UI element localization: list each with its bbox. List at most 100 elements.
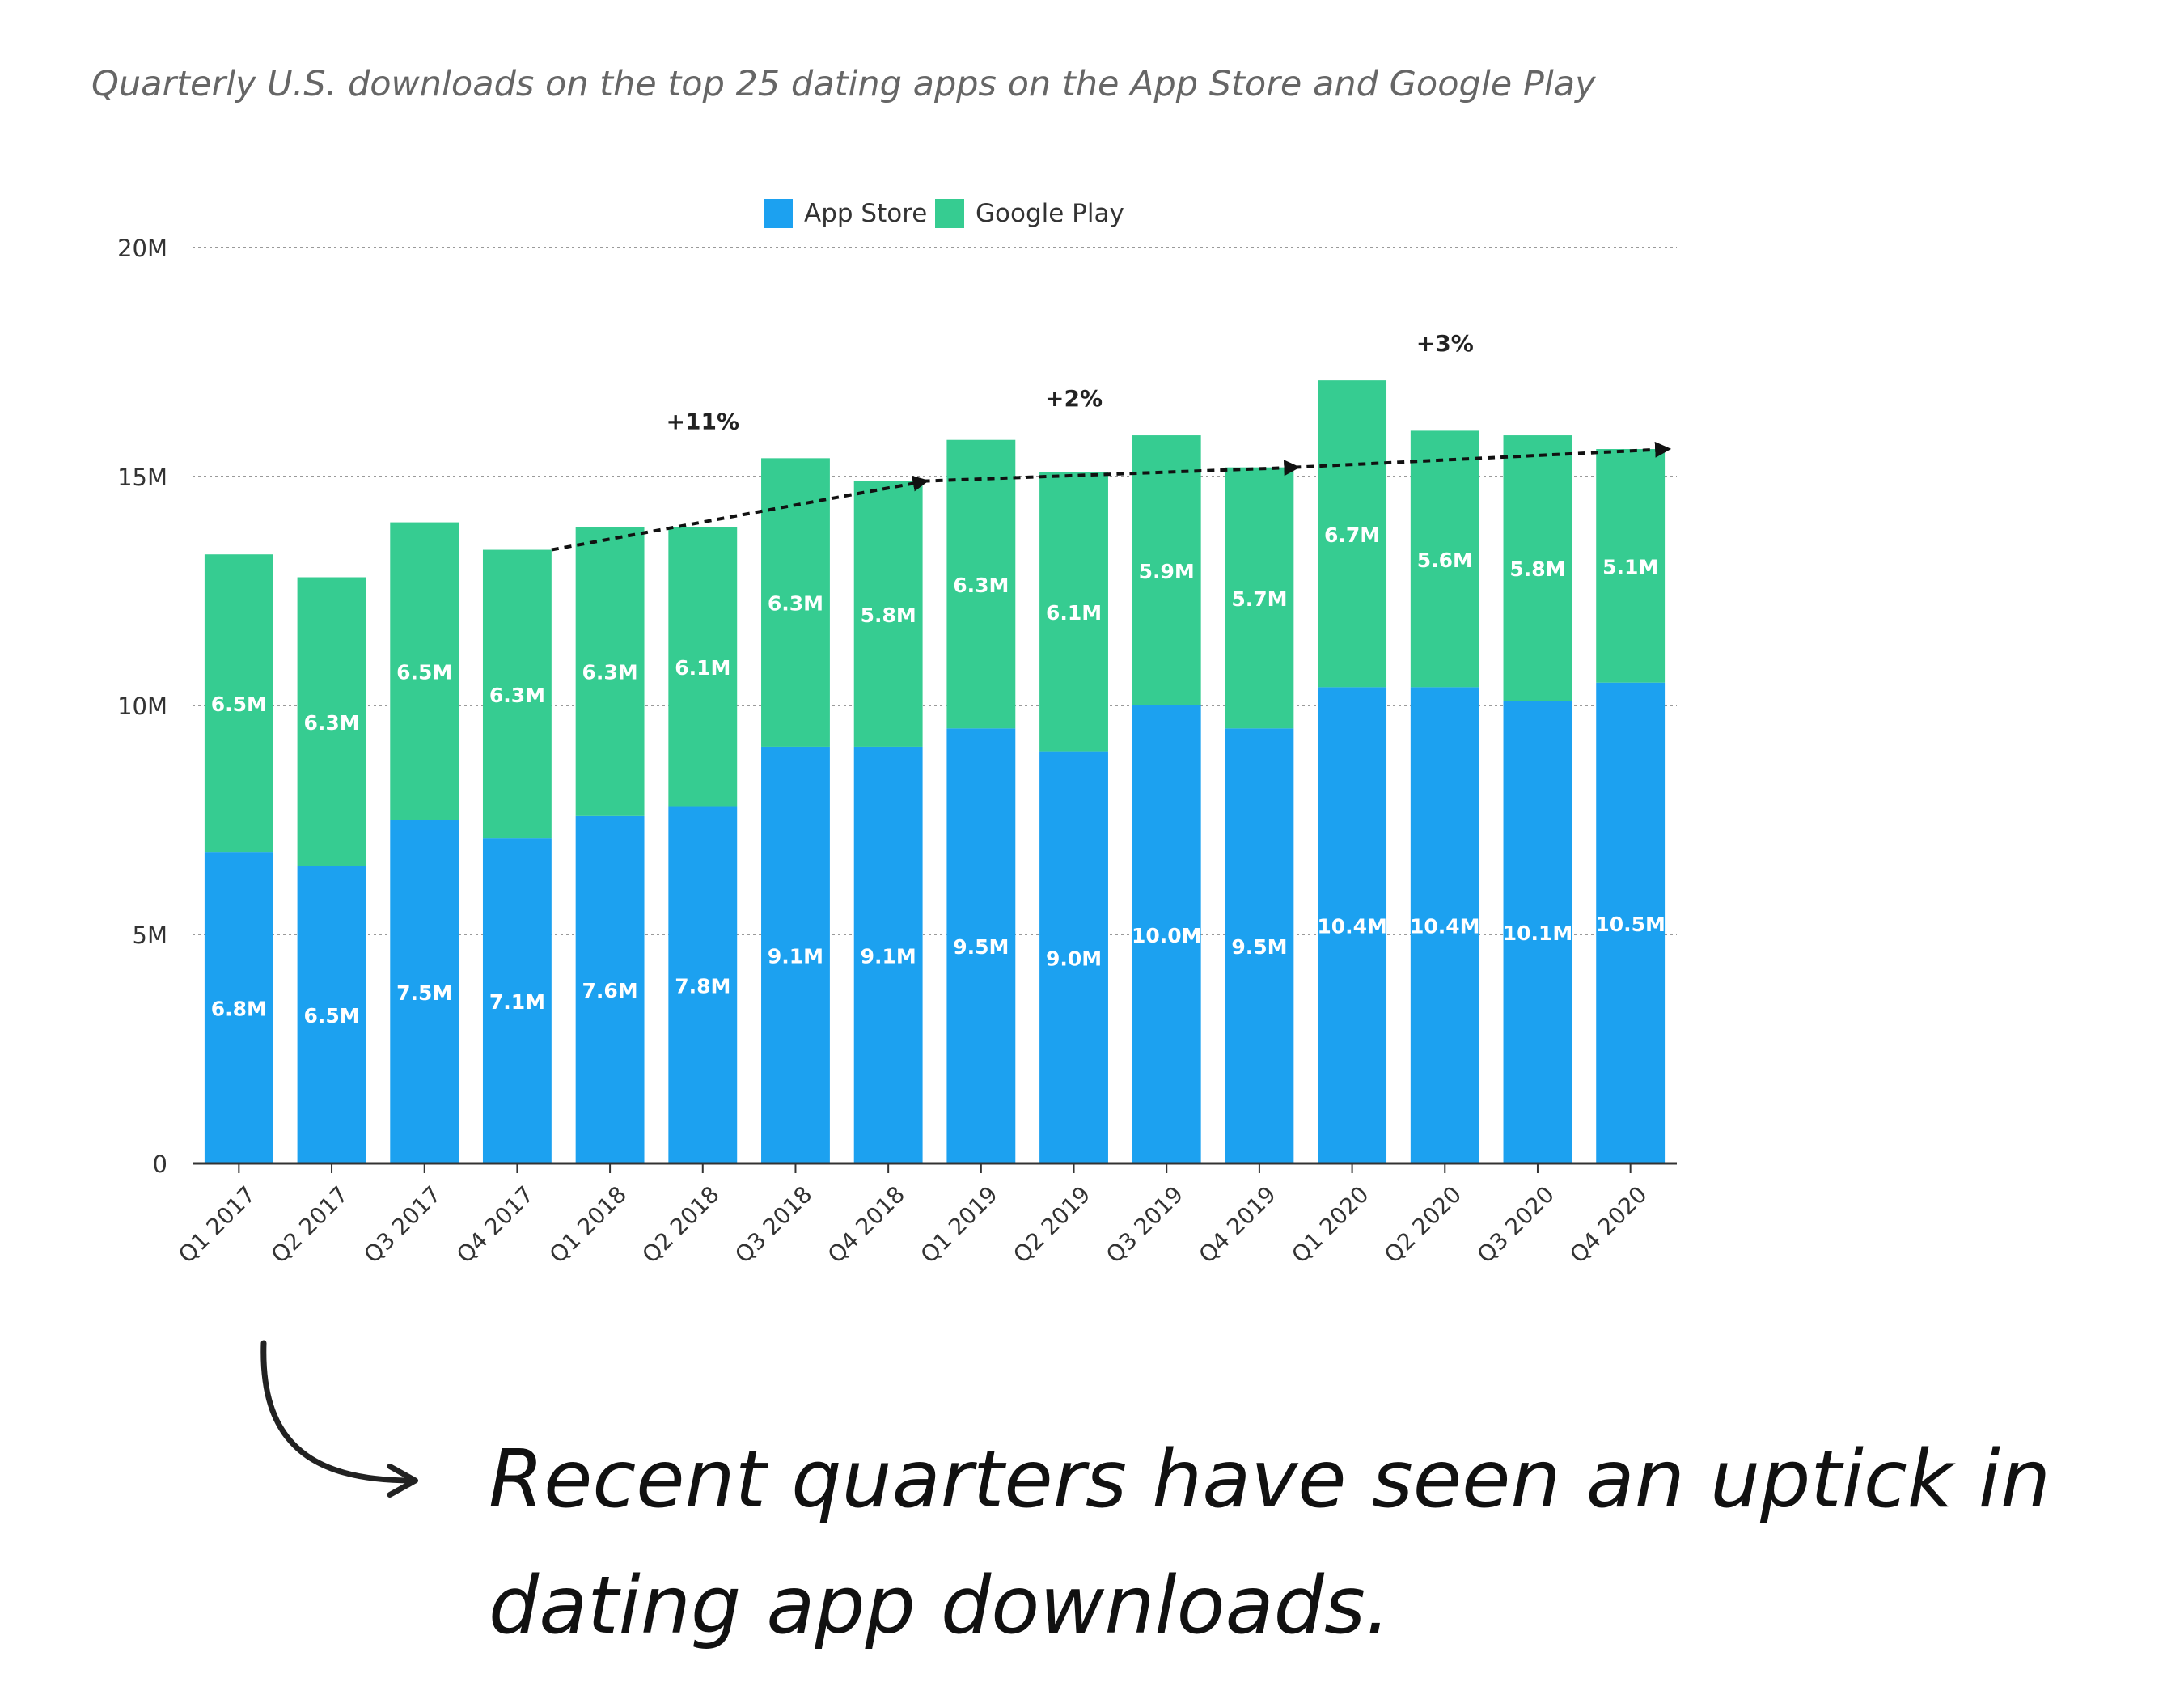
x-tick-label: Q3 2018 <box>730 1181 817 1269</box>
growth-arrow <box>1293 441 1672 469</box>
bar-segment-app-store <box>575 815 645 1163</box>
gridlines <box>193 247 1677 935</box>
data-label-google-play: 6.3M <box>582 661 638 684</box>
bar-segment-app-store <box>1503 701 1572 1163</box>
data-label-google-play: 5.9M <box>1139 560 1195 583</box>
data-label-app-store: 10.5M <box>1595 913 1666 936</box>
x-tick-label: Q3 2017 <box>358 1181 446 1269</box>
caption-block: Recent quarters have seen an uptick in d… <box>260 1340 2051 1652</box>
data-label-app-store: 9.5M <box>1231 935 1287 959</box>
bar-segment-app-store <box>853 746 923 1163</box>
bar-segment-app-store <box>297 866 366 1163</box>
x-tick-label: Q4 2017 <box>451 1181 539 1269</box>
legend: App Store Google Play <box>764 199 1124 228</box>
bar-segment-google-play <box>668 527 738 807</box>
x-tick-label: Q3 2019 <box>1101 1181 1188 1269</box>
data-label-app-store: 9.5M <box>953 935 1009 959</box>
data-label-google-play: 5.6M <box>1417 549 1473 572</box>
growth-arrow <box>551 475 929 552</box>
y-tick-label: 15M <box>117 464 167 491</box>
bar-segment-app-store <box>390 820 459 1163</box>
data-label-google-play: 6.3M <box>489 684 545 707</box>
y-axis: 0 5M 10M 15M 20M <box>117 235 167 1178</box>
data-label-app-store: 9.1M <box>861 944 916 968</box>
data-label-google-play: 5.1M <box>1602 555 1658 578</box>
growth-label: +3% <box>1416 330 1474 357</box>
bar-segment-app-store <box>204 852 273 1163</box>
growth-annotations: +11% +2% +3% <box>551 330 1672 552</box>
data-label-app-store: 7.6M <box>582 979 638 1002</box>
x-tick-label: Q1 2017 <box>173 1181 260 1269</box>
x-tick-label: Q2 2020 <box>1379 1181 1467 1269</box>
data-label-google-play: 6.1M <box>675 656 730 680</box>
data-label-google-play: 6.5M <box>211 693 267 716</box>
bar-segment-google-play <box>1318 380 1387 688</box>
data-label-google-play: 6.3M <box>953 574 1009 597</box>
x-tick-label: Q1 2019 <box>916 1181 1003 1269</box>
x-tick-label: Q2 2017 <box>266 1181 353 1269</box>
x-tick-label: Q2 2018 <box>637 1181 725 1269</box>
bar-segment-google-play <box>390 522 459 820</box>
caption-line-2: dating app downloads. <box>489 1560 1390 1652</box>
data-label-google-play: 6.5M <box>396 661 452 684</box>
y-tick-label: 20M <box>117 235 167 262</box>
curved-arrow-icon <box>260 1340 418 1498</box>
legend-label-app-store: App Store <box>804 199 927 228</box>
bar-segment-app-store <box>1318 687 1387 1163</box>
y-tick-label: 10M <box>117 693 167 720</box>
data-label-app-store: 10.1M <box>1503 922 1573 945</box>
data-label-app-store: 7.5M <box>396 981 452 1005</box>
data-label-google-play: 5.7M <box>1231 587 1287 611</box>
data-label-app-store: 9.0M <box>1046 947 1102 970</box>
bar-segment-app-store <box>761 746 830 1163</box>
bar-segment-app-store <box>1225 728 1294 1163</box>
data-label-app-store: 7.8M <box>675 974 730 998</box>
chart-subtitle: Quarterly U.S. downloads on the top 25 d… <box>91 64 1596 104</box>
x-tick-label: Q4 2018 <box>823 1181 910 1269</box>
x-tick-label: Q2 2019 <box>1008 1181 1095 1269</box>
x-tick-label: Q1 2018 <box>544 1181 632 1269</box>
bar-segment-google-play <box>1596 449 1666 683</box>
growth-label: +2% <box>1045 385 1103 412</box>
legend-swatch-app-store <box>764 199 793 228</box>
x-tick-label: Q4 2019 <box>1194 1181 1281 1269</box>
data-label-google-play: 6.3M <box>303 711 359 735</box>
x-axis: Q1 2017 Q2 2017 Q3 2017 Q4 2017 Q1 2018 Q2 20… <box>173 1163 1653 1269</box>
caption-line-1: Recent quarters have seen an uptick in <box>489 1434 2051 1526</box>
bar-segment-app-store <box>1039 751 1108 1163</box>
bar-segment-google-play <box>297 577 366 866</box>
data-label-app-store: 10.4M <box>1317 915 1387 938</box>
data-label-app-store: 6.5M <box>303 1004 359 1027</box>
data-label-app-store: 10.4M <box>1410 915 1480 938</box>
data-label-google-play: 6.3M <box>768 592 823 616</box>
x-tick-label: Q3 2020 <box>1472 1181 1560 1269</box>
bar-segment-google-play <box>1225 467 1294 729</box>
data-label-google-play: 6.7M <box>1324 523 1380 547</box>
bar-segment-google-play <box>853 481 923 747</box>
y-tick-label: 0 <box>153 1150 167 1178</box>
bar-segment-google-play <box>946 439 1016 729</box>
bar-segment-google-play <box>1132 435 1201 705</box>
bar-segment-google-play <box>575 527 645 816</box>
bar-segment-google-play <box>1410 430 1479 688</box>
legend-swatch-google-play <box>935 199 964 228</box>
bar-segment-app-store <box>1410 687 1479 1163</box>
bar-segment-app-store <box>1132 705 1201 1163</box>
bar-segment-google-play <box>1503 435 1572 701</box>
bar-segment-app-store <box>1596 682 1666 1163</box>
data-label-app-store: 6.8M <box>211 998 267 1021</box>
bars: 6.8M 6.5M 6.5M 6.3M 7.5M 6.5M 7.1M 6.3M 7.6M 6.3M… <box>193 380 1677 1165</box>
data-label-google-play: 6.1M <box>1046 601 1102 625</box>
growth-label: +11% <box>667 408 739 434</box>
data-label-google-play: 5.8M <box>861 604 916 627</box>
data-label-google-play: 5.8M <box>1509 557 1565 581</box>
x-tick-label: Q4 2020 <box>1564 1181 1652 1269</box>
bar-segment-google-play <box>204 554 273 853</box>
bar-segment-app-store <box>482 838 552 1163</box>
legend-label-google-play: Google Play <box>976 199 1124 228</box>
data-label-app-store: 10.0M <box>1132 924 1202 947</box>
y-tick-label: 5M <box>133 922 167 949</box>
data-label-app-store: 9.1M <box>768 944 823 968</box>
bar-segment-google-play <box>1039 472 1108 752</box>
